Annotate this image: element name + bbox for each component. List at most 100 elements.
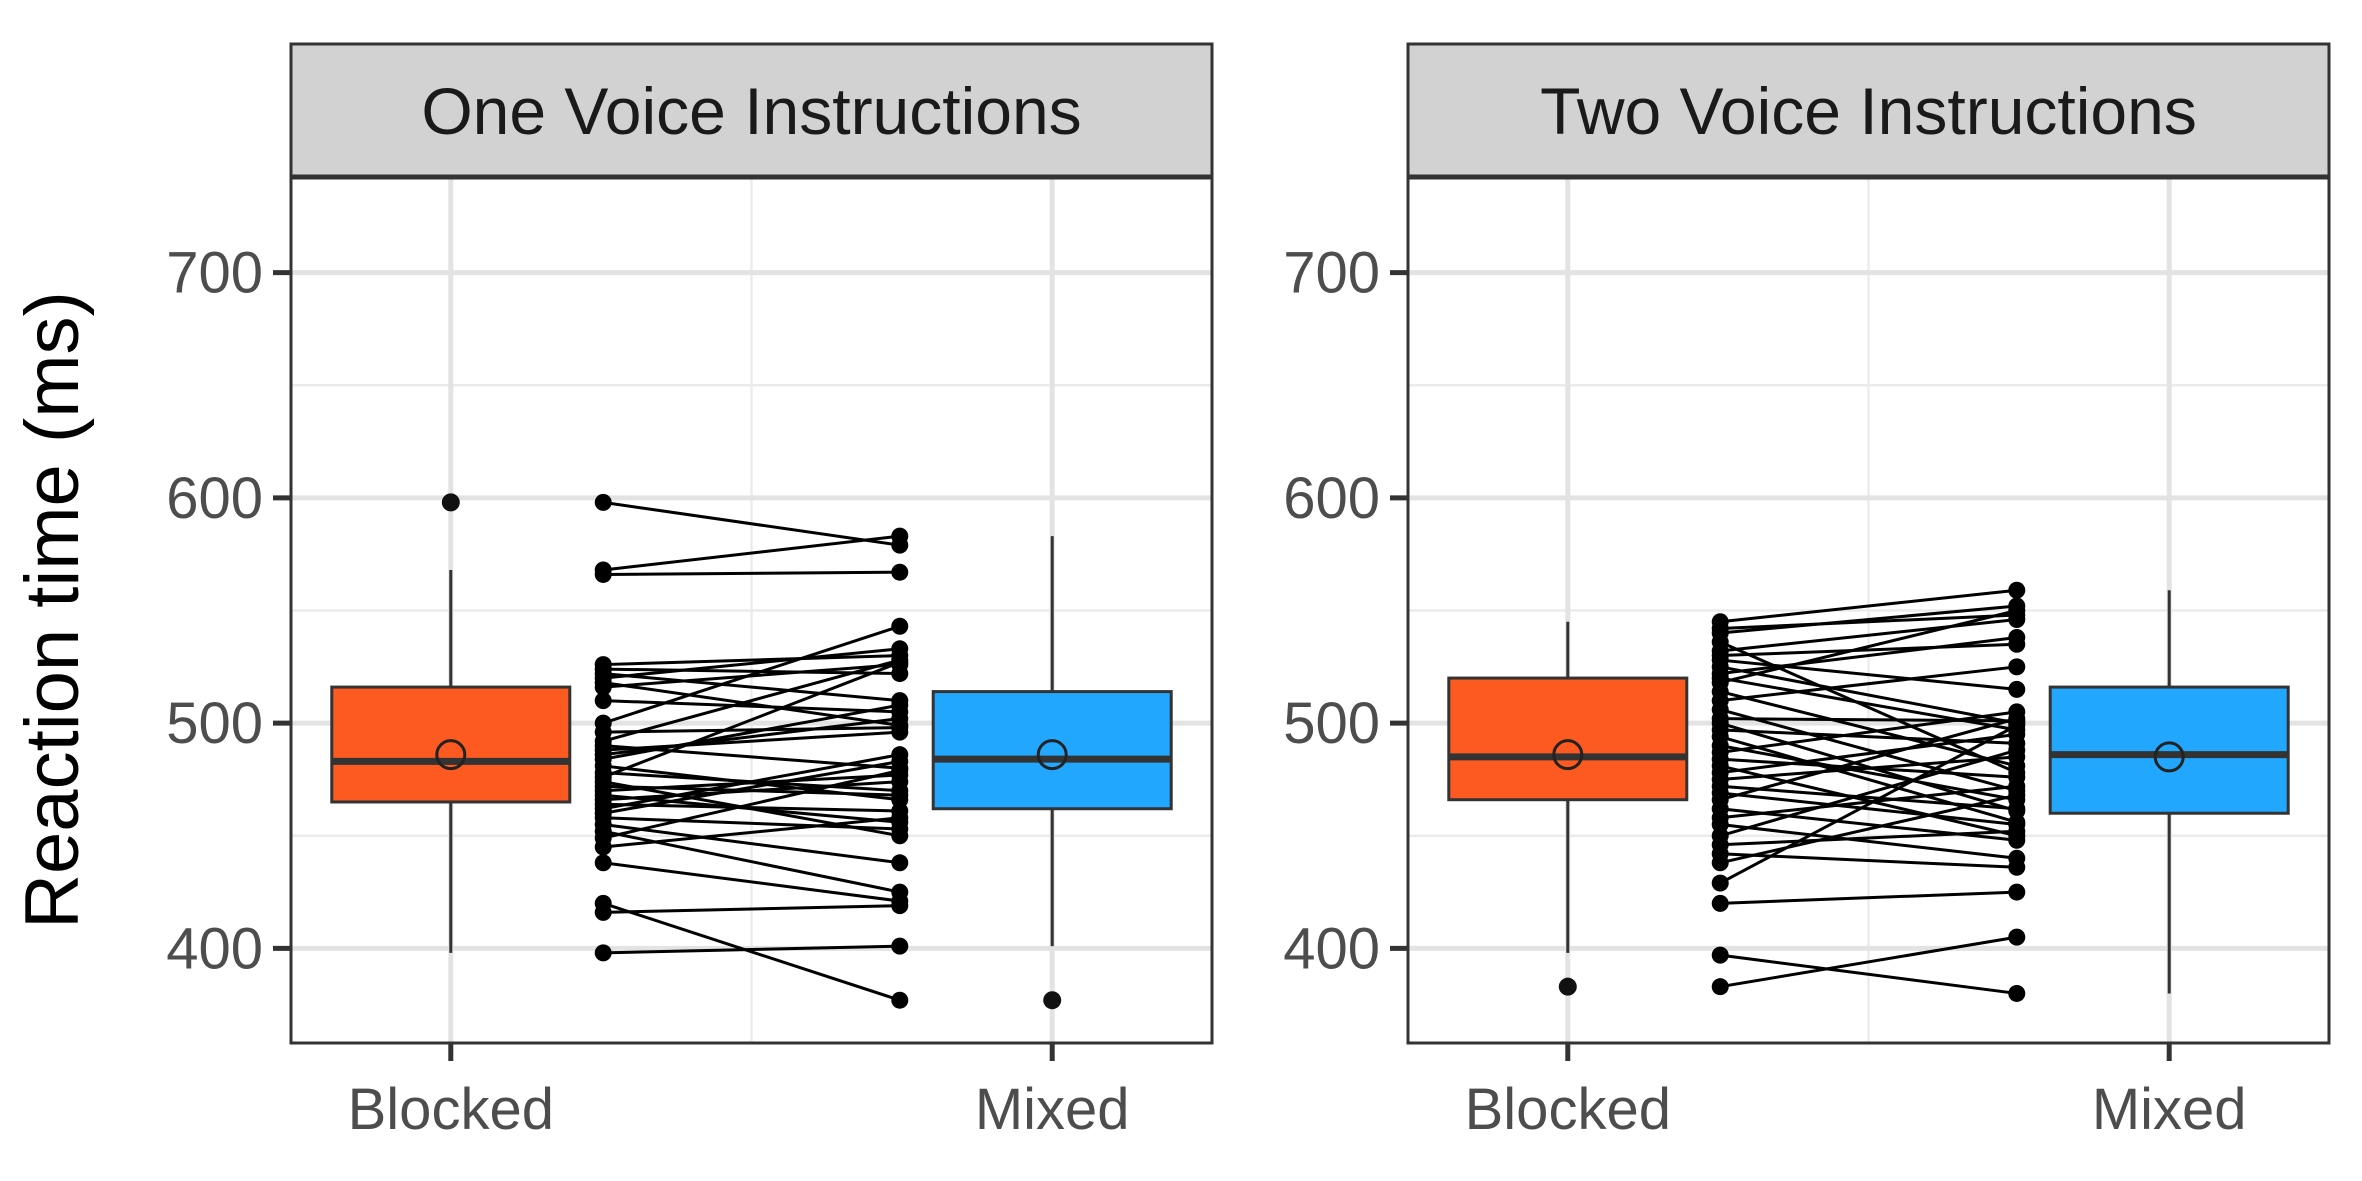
participant-line [603,534,900,572]
y-axis-label: Reaction time (ms) [10,291,95,929]
participant-line [602,660,901,779]
participant-line [602,703,901,761]
participant-line [1720,613,2017,631]
x-tick-label: Blocked [348,1077,554,1142]
participant-line [603,726,900,734]
mixed-point [2008,883,2026,901]
participant-line [603,816,900,849]
participant-line [603,654,900,667]
outlier-point [1558,977,1577,996]
participant-line [603,672,900,703]
participant-line [1719,708,2018,793]
y-tick-label: 500 [1283,691,1380,756]
participant-line [603,904,900,914]
participant-line [603,647,900,680]
participant-line [1720,829,2017,847]
mixed-point [891,617,909,635]
x-tick-label: Mixed [2092,1077,2247,1142]
mixed-point [891,696,909,714]
mean-marker [1552,739,1584,771]
panel-border [1406,176,2331,1045]
mean-marker [1036,739,1068,771]
box-mixed [931,536,1173,1010]
x-tick-label: Blocked [1465,1077,1671,1142]
blocked-point [1711,946,1729,964]
mixed-point [891,937,909,955]
participant-line [1720,717,2017,723]
participant-line [1720,791,2017,826]
panel-title: One Voice Instructions [421,74,1081,148]
mixed-point [891,809,909,827]
mixed-point [891,991,909,1009]
panel-2: Two Voice Instructions 400 500 600 700 Blocke… [1283,42,2331,1142]
mixed-point [2008,984,2026,1002]
paired-participant-lines [594,493,909,1009]
participant-line [1719,793,2018,865]
participant-line [1719,609,2018,685]
mixed-point [2008,822,2026,840]
participant-line [602,658,901,743]
participant-line [1720,618,2017,653]
y-tick-label: 600 [166,466,263,531]
participant-line [1720,658,2017,691]
participant-line [1719,748,2018,838]
participant-line [1720,642,2017,658]
participant-line [1720,823,2017,860]
blocked-point [594,903,612,921]
mixed-point [2008,716,2026,734]
mixed-point [2008,629,2026,647]
mixed-point [2008,658,2026,676]
participant-line [1720,604,2017,635]
participant-line [1720,732,2017,775]
mixed-point [2008,680,2026,698]
participant-line [603,500,900,547]
blocked-point [594,838,612,856]
mixed-point [891,527,909,545]
blocked-point [1711,854,1729,872]
participant-line [602,753,901,811]
blocked-point [1711,874,1729,892]
participant-line [602,759,901,815]
participant-line [1720,755,2017,781]
participant-line [1720,588,2017,624]
blocked-point [594,565,612,583]
blocked-point [594,944,612,962]
mixed-point [891,897,909,915]
mixed-point [891,854,909,872]
outlier-point [1043,991,1062,1010]
box-blocked [1447,621,1689,996]
blocked-point [594,678,612,696]
blocked-point [1711,978,1729,996]
participant-line [1720,710,2017,754]
participant-line [1719,665,2018,725]
mixed-point [2008,858,2026,876]
participant-line [603,681,900,727]
y-tick-label: 400 [166,916,263,981]
mixed-point [891,653,909,671]
mixed-point [2008,928,2026,946]
mixed-point [2008,602,2026,619]
participant-line [602,768,901,840]
panel-title: Two Voice Instructions [1540,74,2197,148]
box-body [931,690,1173,811]
participant-line [603,570,900,576]
participant-line [1719,717,2018,802]
mean-marker [2153,741,2185,773]
facet-panels: One Voice Instructions 400 500 600 700 Blocke… [166,42,2331,1142]
y-tick-label: 500 [166,691,263,756]
blocked-point [594,854,612,872]
y-tick-label: 700 [166,241,263,306]
participant-line [1720,636,2017,676]
y-tick-label: 700 [1283,241,1380,306]
box-body [2048,685,2290,815]
participant-line [1720,953,2017,995]
mixed-point [891,761,909,779]
mixed-point [891,710,909,728]
participant-line [603,780,900,802]
box-body [1447,676,1689,802]
participant-line [1719,724,2018,885]
participant-line [1720,890,2017,905]
participant-line [602,901,901,1002]
participant-line [1720,784,2017,820]
